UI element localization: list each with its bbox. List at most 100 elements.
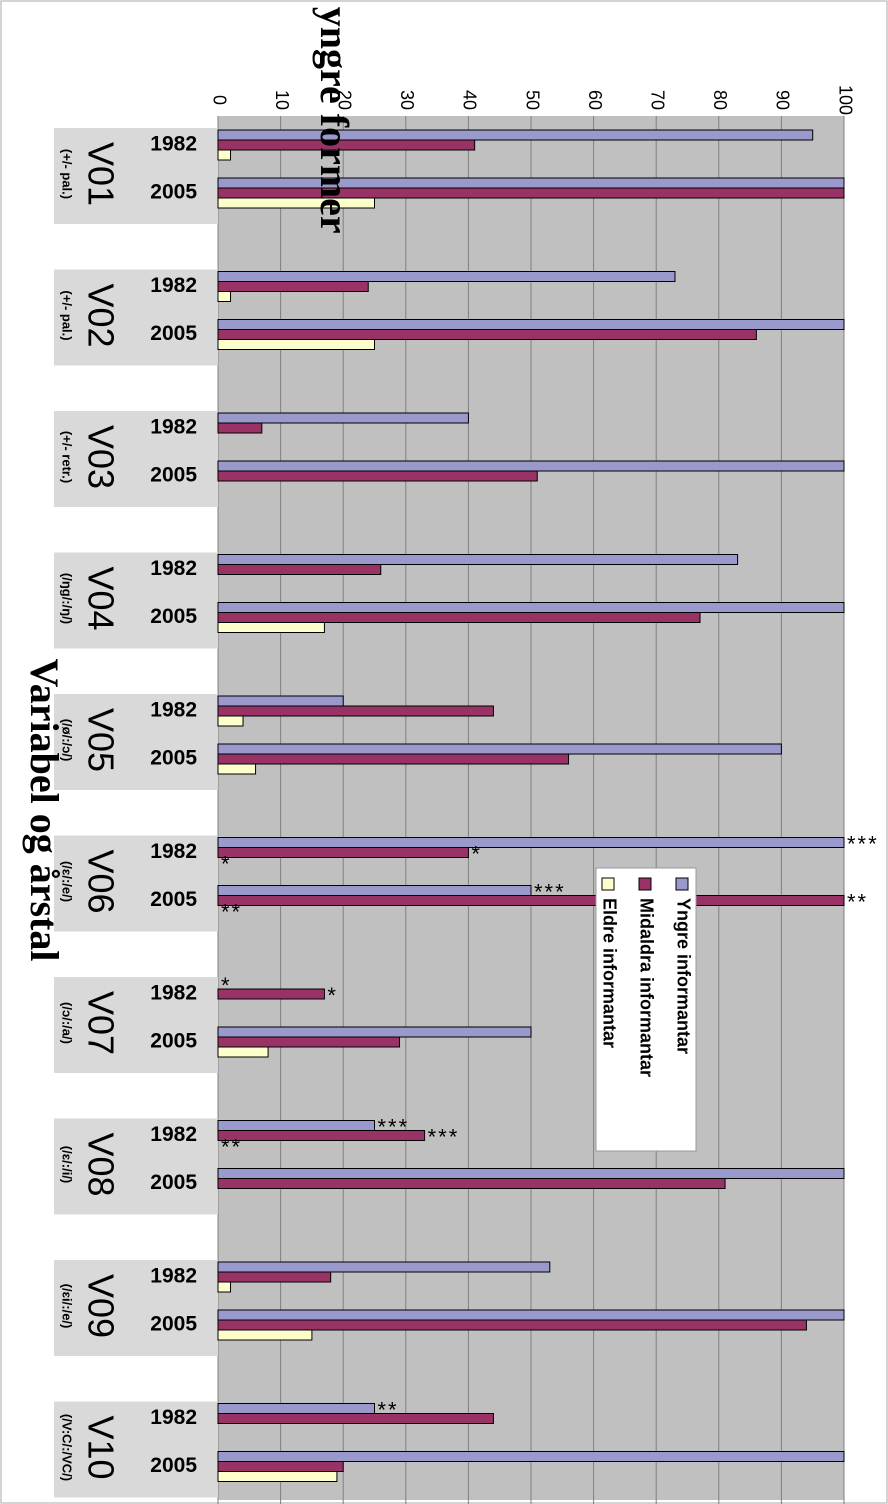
significance-mark: ** bbox=[221, 1135, 242, 1160]
bar bbox=[217, 1471, 338, 1482]
bar bbox=[217, 1178, 726, 1189]
axis-label: Variabel og årstal bbox=[22, 659, 67, 962]
legend-swatch bbox=[675, 877, 689, 891]
category-sublabel: (/ɛi/:/e/) bbox=[60, 1284, 75, 1329]
bar bbox=[217, 837, 845, 848]
tick-label: 20 bbox=[334, 90, 354, 110]
significance-mark: ** bbox=[847, 890, 868, 915]
category-label: V10 bbox=[80, 1415, 121, 1479]
bar bbox=[217, 339, 375, 350]
category-band bbox=[54, 1401, 218, 1498]
year-label: 2005 bbox=[150, 1030, 197, 1053]
category-label: V05 bbox=[80, 708, 121, 772]
category-sublabel: (+/- pal.) bbox=[60, 149, 75, 199]
tick-label: 0 bbox=[209, 95, 229, 105]
tick-label: 70 bbox=[647, 90, 667, 110]
bar bbox=[217, 129, 814, 141]
significance-mark: *** bbox=[428, 1125, 460, 1150]
legend-label: Midaldra informantar bbox=[636, 898, 656, 1077]
legend-box bbox=[595, 867, 697, 1152]
category-band bbox=[54, 269, 218, 366]
bar bbox=[217, 1130, 426, 1141]
bar bbox=[217, 1120, 375, 1131]
bar bbox=[217, 885, 532, 896]
category-sublabel: (/ø/:/ɔ/) bbox=[60, 719, 75, 762]
legend-swatch bbox=[601, 877, 615, 891]
tick-label: 80 bbox=[710, 90, 730, 110]
significance-mark: *** bbox=[847, 832, 879, 857]
year-label: 1982 bbox=[150, 1265, 197, 1288]
category-sublabel: (+/- pal.) bbox=[60, 290, 75, 340]
tick-label: 40 bbox=[460, 90, 480, 110]
category-sublabel: (/ɔ/:/a/) bbox=[60, 1002, 75, 1044]
significance-mark: * bbox=[221, 973, 232, 998]
year-label: 1982 bbox=[150, 1406, 197, 1429]
bar bbox=[217, 1036, 401, 1048]
category-band bbox=[54, 411, 218, 507]
bar bbox=[217, 1329, 313, 1341]
category-label: V04 bbox=[80, 566, 121, 630]
bar bbox=[217, 1281, 232, 1293]
legend-label: Eldre informantar bbox=[599, 898, 619, 1048]
year-label: 1982 bbox=[150, 133, 197, 156]
tick-labels: 0 10 20 30 40 50 60 70 80 90 100 bbox=[209, 85, 855, 115]
category-labels: V01 (+/- pal.) 1982 2005 V02 (+/- pal.) 1982 20… bbox=[60, 133, 198, 1482]
bar bbox=[217, 139, 476, 151]
bar bbox=[217, 197, 375, 209]
category-band bbox=[54, 694, 218, 790]
significance-mark: * bbox=[221, 852, 232, 877]
category-band bbox=[54, 977, 218, 1073]
bar bbox=[217, 847, 469, 858]
bar bbox=[217, 1261, 551, 1273]
bar bbox=[217, 470, 538, 482]
bar bbox=[217, 1319, 807, 1331]
category-label-bands bbox=[54, 128, 218, 1498]
chart-title: Prosent yngre former bbox=[312, 0, 357, 234]
significance-mark: ** bbox=[221, 900, 242, 925]
year-label: 2005 bbox=[150, 1454, 197, 1477]
year-label: 2005 bbox=[150, 1171, 197, 1194]
legend-swatch bbox=[638, 877, 652, 891]
year-label: 2005 bbox=[150, 605, 197, 628]
category-label: V02 bbox=[80, 283, 121, 347]
bar bbox=[217, 1451, 845, 1462]
year-label: 1982 bbox=[150, 840, 197, 863]
category-sublabel: (/ɛ/:/i/) bbox=[60, 1146, 75, 1184]
bar bbox=[217, 612, 701, 623]
bar bbox=[217, 1309, 845, 1321]
bar bbox=[217, 602, 845, 613]
bar bbox=[217, 329, 757, 340]
bar bbox=[217, 319, 845, 330]
category-band bbox=[54, 1260, 218, 1356]
category-sublabel: (/ŋg/:/ŋ/) bbox=[60, 573, 75, 624]
bar bbox=[217, 622, 325, 633]
bar bbox=[217, 895, 845, 906]
category-label: V01 bbox=[80, 142, 121, 206]
tick-label: 30 bbox=[397, 90, 417, 110]
bar bbox=[217, 753, 570, 765]
category-sublabel: (+/- retr.) bbox=[60, 431, 75, 483]
category-label: V07 bbox=[80, 991, 121, 1055]
bar bbox=[217, 1168, 845, 1179]
year-label: 2005 bbox=[150, 181, 197, 204]
bar bbox=[217, 695, 344, 707]
bar bbox=[217, 412, 469, 424]
bar bbox=[217, 291, 232, 302]
tick-label: 50 bbox=[522, 90, 542, 110]
bar bbox=[217, 554, 739, 565]
bar bbox=[217, 187, 845, 199]
category-band bbox=[54, 835, 218, 932]
bar bbox=[217, 988, 325, 1000]
bar bbox=[217, 763, 257, 775]
category-label: V06 bbox=[80, 849, 121, 913]
bar bbox=[217, 1413, 494, 1424]
tick-label: 10 bbox=[272, 90, 292, 110]
category-band bbox=[54, 1118, 218, 1215]
category-label: V03 bbox=[80, 425, 121, 489]
year-label: 2005 bbox=[150, 322, 197, 345]
bar bbox=[217, 149, 232, 161]
legend: Yngre informantar Midaldra informantar Eld… bbox=[595, 867, 697, 1152]
category-label: V09 bbox=[80, 1274, 121, 1338]
bars: ******** ***** **** ******* bbox=[217, 129, 879, 1482]
